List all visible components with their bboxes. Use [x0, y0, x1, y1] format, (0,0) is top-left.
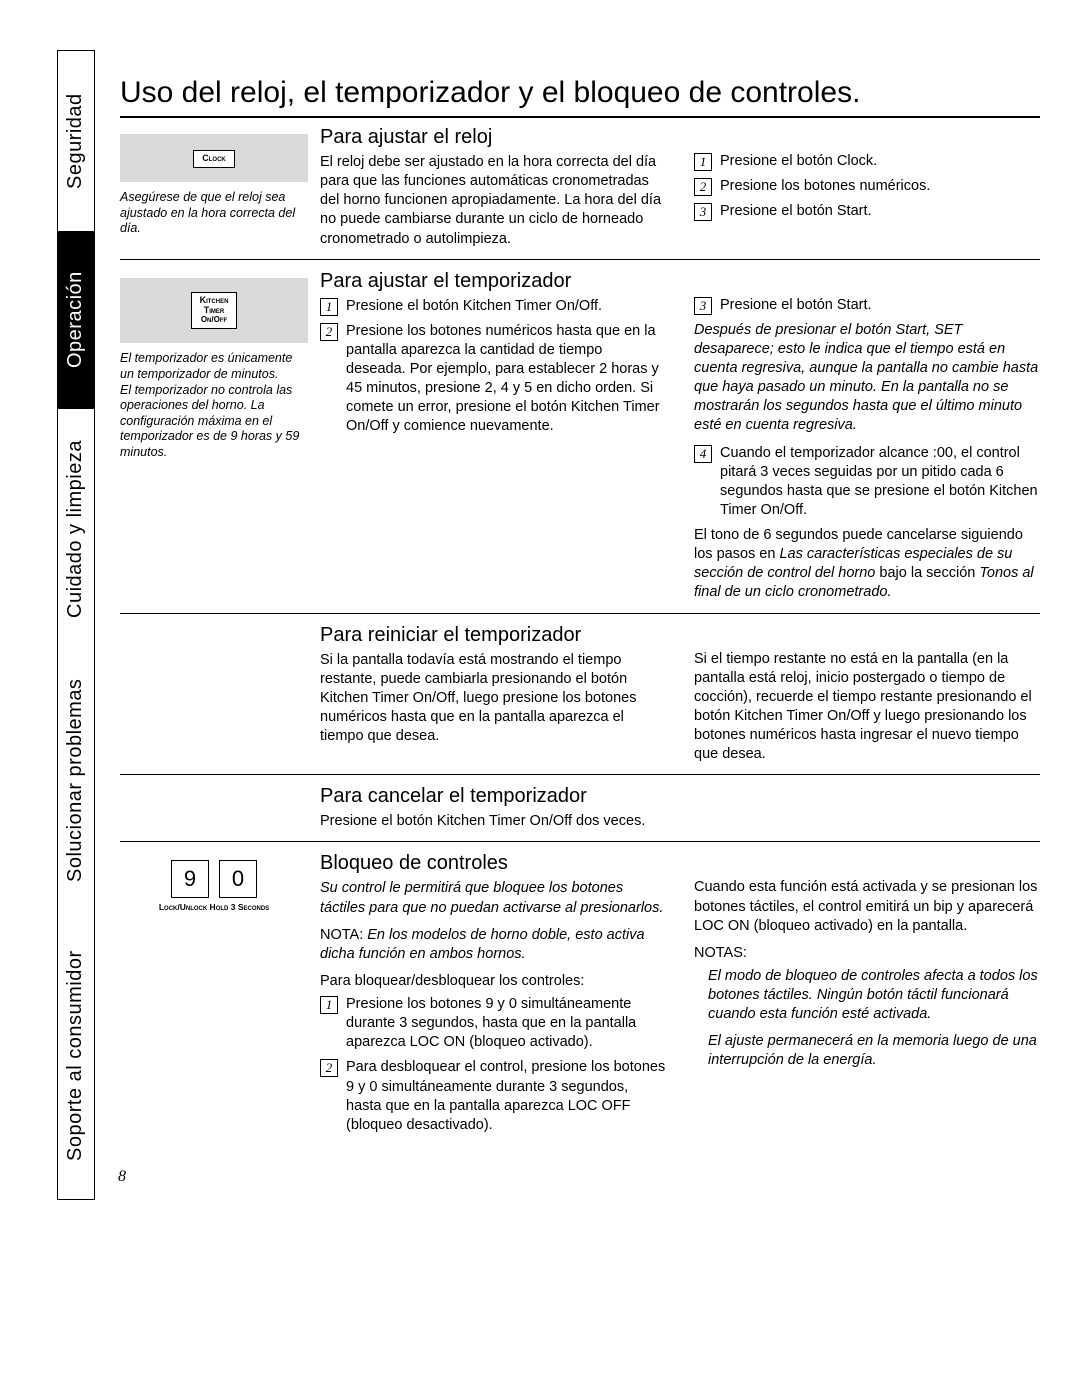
timer-tone-note: El tono de 6 segundos puede cancelarse s…	[694, 526, 1040, 603]
tab-seguridad[interactable]: Seguridad	[58, 51, 94, 231]
tab-soporte[interactable]: Soporte al consumidor	[58, 911, 94, 1201]
lock-notas-label: NOTAS:	[694, 944, 1040, 963]
clock-step-3: 3Presione el botón Start.	[694, 202, 1040, 221]
tab-solucionar[interactable]: Solucionar problemas	[58, 649, 94, 911]
lock-btn-caption: Lock/Unlock Hold 3 Seconds	[120, 902, 308, 912]
lock-lead: Para bloquear/desbloquear los controles:	[320, 972, 666, 991]
title-rule	[120, 116, 1040, 118]
timer-step-4: 4Cuando el temporizador alcance :00, el …	[694, 444, 1040, 521]
divider	[120, 613, 1040, 614]
clock-step-2: 2Presione los botones numéricos.	[694, 177, 1040, 196]
lock-step-2: 2Para desbloquear el control, presione l…	[320, 1058, 666, 1135]
timer-set-heading: Para ajustar el temporizador	[320, 270, 666, 293]
tab-cuidado[interactable]: Cuidado y limpieza	[58, 409, 94, 649]
page-title: Uso del reloj, el temporizador y el bloq…	[120, 76, 1060, 110]
clock-btn-label: Clock	[193, 150, 235, 168]
timer-reset-left: Si la pantalla todavía está mostrando el…	[320, 651, 666, 747]
timer-btn-label: Kitchen Timer On/Off	[191, 292, 238, 330]
clock-intro: El reloj debe ser ajustado en la hora co…	[320, 153, 666, 249]
divider	[120, 259, 1040, 260]
timer-button-illus: Kitchen Timer On/Off	[120, 278, 308, 344]
timer-cancel-text: Presione el botón Kitchen Timer On/Off d…	[320, 812, 666, 831]
lock-btn-0: 0	[219, 860, 257, 898]
timer-reset-heading: Para reiniciar el temporizador	[320, 624, 666, 647]
tab-operacion[interactable]: Operación	[58, 231, 94, 409]
lock-nota2: El ajuste permanecerá en la memoria lueg…	[694, 1032, 1040, 1070]
timer-step-1: 1Presione el botón Kitchen Timer On/Off.	[320, 297, 666, 316]
lock-button-illus: 9 0 Lock/Unlock Hold 3 Seconds	[120, 860, 308, 912]
lock-intro-ital: Su control le permitirá que bloquee los …	[320, 879, 666, 917]
sidebar-tabs: Seguridad Operación Cuidado y limpieza S…	[57, 50, 95, 1200]
timer-reset-right: Si el tiempo restante no está en la pant…	[694, 650, 1040, 765]
timer-illus-note: El temporizador es únicamente un tempori…	[120, 351, 308, 460]
lock-nota-ital: NOTA: En los modelos de horno doble, est…	[320, 926, 666, 964]
clock-illus-note: Asegúrese de que el reloj sea ajustado e…	[120, 190, 308, 237]
lock-nota1: El modo de bloqueo de controles afecta a…	[694, 967, 1040, 1024]
divider	[120, 841, 1040, 842]
divider	[120, 774, 1040, 775]
lock-heading: Bloqueo de controles	[320, 852, 666, 875]
timer-step-3: 3Presione el botón Start.	[694, 296, 1040, 315]
page-number: 8	[118, 1168, 126, 1186]
timer-step-2: 2Presione los botones numéricos hasta qu…	[320, 322, 666, 437]
clock-heading: Para ajustar el reloj	[320, 126, 666, 149]
clock-step-1: 1Presione el botón Clock.	[694, 152, 1040, 171]
lock-btn-9: 9	[171, 860, 209, 898]
lock-step-1: 1Presione los botones 9 y 0 simultáneame…	[320, 995, 666, 1052]
lock-active-text: Cuando esta función está activada y se p…	[694, 878, 1040, 935]
timer-after-start-note: Después de presionar el botón Start, SET…	[694, 321, 1040, 436]
clock-button-illus: Clock	[120, 134, 308, 182]
timer-cancel-heading: Para cancelar el temporizador	[320, 785, 666, 808]
